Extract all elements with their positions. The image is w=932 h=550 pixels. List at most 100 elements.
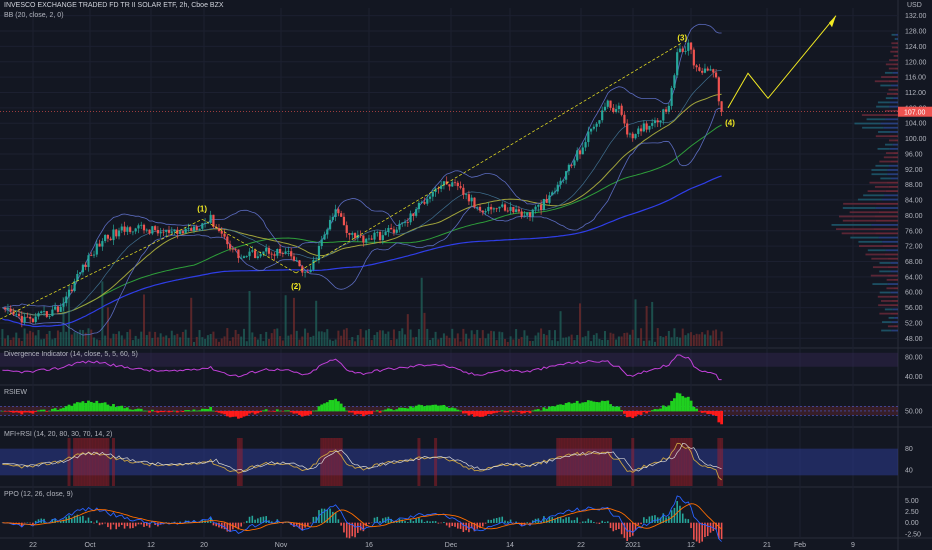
- volume-bar: [270, 333, 273, 346]
- ppo-histogram-bar: [343, 522, 345, 533]
- profile-bar: [843, 202, 877, 205]
- profile-bar: [891, 46, 896, 49]
- mfi-alert-bar: [564, 438, 568, 486]
- candle-body: [612, 107, 615, 112]
- candle-body: [662, 109, 665, 121]
- ppo-histogram-bar: [709, 522, 712, 533]
- candle-body: [467, 194, 471, 202]
- profile-bar: [874, 215, 898, 218]
- profile-bar: [894, 316, 898, 319]
- volume-bar: [465, 333, 468, 346]
- rsiew-bar: [98, 403, 101, 412]
- rsiew-legend[interactable]: RSIEW: [4, 389, 27, 396]
- candle-body: [528, 212, 532, 217]
- volume-bar: [20, 341, 23, 346]
- rsiew-bar: [523, 410, 526, 414]
- volume-bar: [476, 329, 479, 346]
- volume-bar: [601, 339, 604, 346]
- rsiew-bar: [661, 405, 665, 412]
- rsiew-bar: [162, 410, 165, 413]
- volume-bar: [15, 332, 18, 346]
- volume-bar: [695, 333, 698, 346]
- profile-bar: [883, 156, 893, 159]
- rsiew-bar: [320, 404, 324, 412]
- rsiew-bar: [678, 393, 682, 412]
- time-axis[interactable]: 22 Oct 12 20 Nov 16 Dec 14 22 2021 12 21 Feb 9: [29, 542, 855, 549]
- volume-bar: [162, 336, 165, 346]
- volume-bar: [165, 335, 168, 346]
- ppo-histogram-bar: [462, 522, 465, 533]
- rsiew-bar: [684, 397, 687, 412]
- candle-body: [40, 311, 43, 314]
- ppo-histogram-bar: [23, 522, 26, 524]
- candle-body: [31, 318, 35, 322]
- volume-bar: [231, 337, 234, 346]
- candle-body: [342, 216, 346, 226]
- main-price-pane[interactable]: (1) (2) (3) (4): [0, 15, 898, 346]
- bb-legend[interactable]: BB (20, close, 2, 0): [4, 12, 64, 19]
- mfi-band: [0, 448, 898, 476]
- rsiew-bar: [673, 398, 676, 412]
- rsiew-bar: [131, 409, 135, 412]
- ppo-histogram-bar: [51, 519, 54, 523]
- profile-bar: [879, 291, 891, 294]
- volume-bar: [137, 339, 140, 346]
- mfi-alert-bar: [672, 438, 676, 486]
- profile-bar: [887, 169, 898, 171]
- candle-body: [553, 191, 557, 193]
- rsiew-bar: [353, 410, 357, 415]
- ppo-histogram-bar: [659, 517, 662, 523]
- volume-bar: [351, 337, 354, 346]
- y-tick-label: 96.00: [905, 151, 923, 158]
- mfi-rsi-legend[interactable]: MFI+RSI (14, 20, 80, 30, 70, 14, 2): [4, 431, 113, 438]
- ppo-legend[interactable]: PPO (12, 26, close, 9): [4, 491, 73, 498]
- rsiew-bar: [628, 410, 632, 417]
- profile-bar: [884, 308, 893, 311]
- candle-body: [198, 228, 201, 231]
- volume-bar: [395, 339, 398, 346]
- candle-body: [403, 222, 407, 223]
- projection-path: [727, 15, 837, 109]
- candle-body: [426, 198, 429, 204]
- volume-bar: [323, 332, 326, 346]
- rsiew-bar: [225, 410, 229, 417]
- ppo-histogram-bar: [37, 519, 40, 523]
- ppo-histogram-bar: [90, 521, 93, 523]
- ppo-histogram-bar: [526, 522, 529, 523]
- divergence-band: [0, 352, 898, 367]
- rsiew-bar: [697, 410, 701, 412]
- rsiew-bar: [237, 410, 240, 419]
- volume-bar: [48, 330, 51, 346]
- volume-bar: [406, 314, 409, 346]
- rsiew-bar: [137, 408, 140, 412]
- divergence-legend[interactable]: Divergence Indicator (14, close, 5, 5, 6…: [4, 351, 138, 358]
- rsiew-bar: [689, 400, 693, 412]
- rsiew-bar: [153, 410, 157, 412]
- candle-body: [512, 207, 515, 213]
- rsiew-bar: [534, 409, 537, 412]
- candle-body: [451, 182, 454, 187]
- ppo-histogram-bar: [118, 522, 120, 527]
- rsiew-bar: [128, 409, 132, 412]
- volume-bar: [254, 336, 257, 346]
- rsiew-bar: [456, 409, 460, 412]
- mfi-alert-bar: [239, 438, 243, 486]
- volume-bar: [665, 335, 668, 346]
- ppo-histogram-bar: [465, 522, 467, 531]
- volume-bar: [331, 340, 334, 346]
- rsiew-bar: [570, 403, 574, 412]
- volume-bar: [104, 335, 107, 346]
- rsiew-bar: [278, 410, 282, 412]
- mfi-alert-bar: [561, 438, 565, 486]
- volume-bar: [609, 332, 612, 346]
- candle-body: [440, 185, 443, 189]
- candle-body: [67, 289, 71, 297]
- price-axis[interactable]: 48.00 52.00 56.00 60.00 64.00 68.00 72.00 76.00…: [898, 13, 932, 538]
- profile-bar: [882, 245, 898, 247]
- ppo-histogram-bar: [559, 517, 562, 523]
- candle-body: [148, 229, 151, 234]
- profile-bar: [869, 181, 887, 184]
- volume-bar: [192, 341, 195, 346]
- rsiew-bar: [492, 410, 496, 414]
